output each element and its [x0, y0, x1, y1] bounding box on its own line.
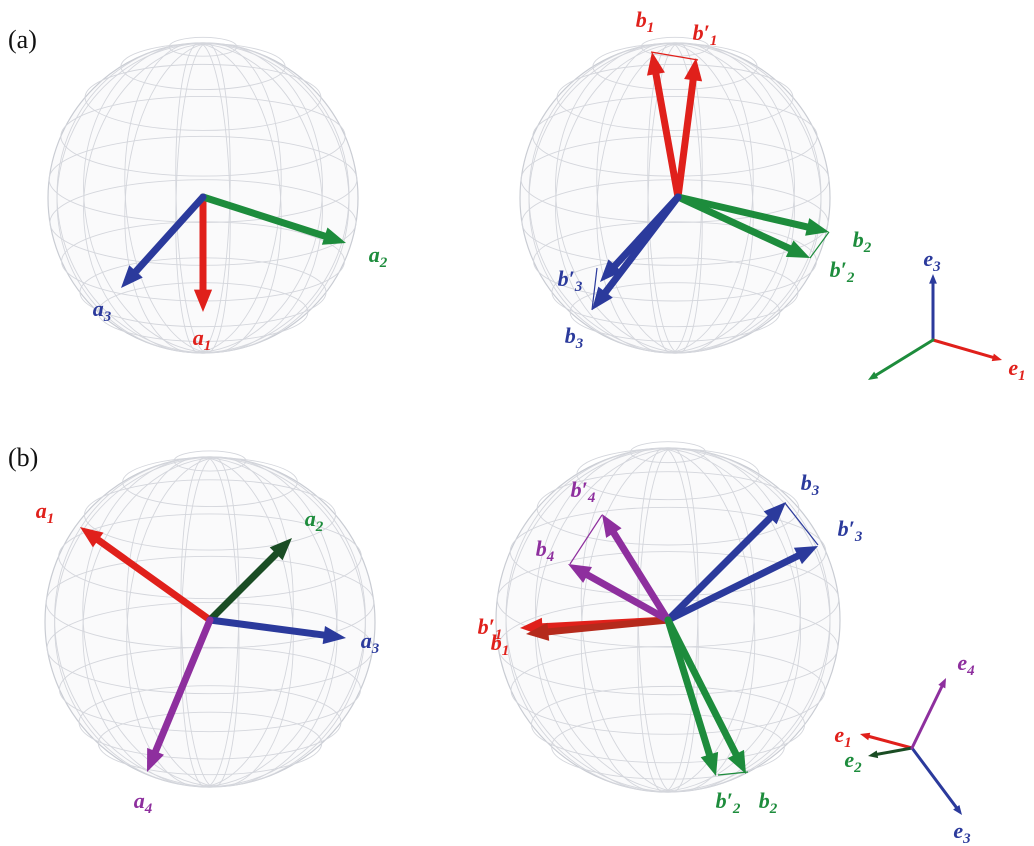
label-letter: e — [1008, 355, 1018, 380]
label-letter: a — [36, 498, 47, 523]
vector-label: a2 — [369, 242, 388, 271]
label-letter: b′ — [478, 614, 495, 639]
vector-label: b1 — [636, 7, 655, 36]
label-subscript: 3 — [932, 259, 941, 275]
label-subscript: 2 — [732, 801, 741, 817]
label-letter: a — [369, 242, 380, 267]
vector-label: e2 — [844, 747, 862, 776]
arrow-shaft — [877, 748, 912, 754]
label-subscript: 2 — [769, 801, 778, 817]
panel-tag: (a) — [8, 25, 37, 54]
vector-label: a3 — [361, 628, 380, 657]
label-letter: b — [853, 227, 864, 252]
vector-label: b′2 — [830, 257, 855, 286]
label-letter: e — [834, 722, 844, 747]
vector-label: e1 — [1008, 355, 1025, 384]
label-subscript: 3 — [962, 831, 971, 846]
label-subscript: 2 — [863, 240, 872, 256]
arrow-shaft — [933, 340, 993, 357]
label-subscript: 4 — [144, 801, 153, 817]
label-letter: b′ — [558, 266, 575, 291]
vector-label: e3 — [923, 246, 941, 275]
vector-label: b′2 — [716, 788, 741, 817]
label-letter: b′ — [693, 20, 710, 45]
label-subscript: 1 — [47, 511, 55, 527]
label-letter: b′ — [838, 516, 855, 541]
label-subscript: 1 — [502, 643, 510, 659]
label-subscript: 2 — [853, 760, 862, 776]
vector-label: e3 — [953, 818, 971, 846]
label-subscript: 2 — [315, 519, 324, 535]
panel-tag: (b) — [8, 443, 38, 472]
label-subscript: 3 — [575, 336, 584, 352]
label-letter: e — [923, 246, 933, 271]
label-letter: a — [134, 788, 145, 813]
label-subscript: 1 — [647, 20, 655, 36]
label-letter: b′ — [716, 788, 733, 813]
label-letter: e — [957, 650, 967, 675]
label-letter: e — [953, 818, 963, 843]
label-subscript: 2 — [379, 255, 388, 271]
vector-label: b3 — [801, 470, 820, 499]
vector-label: b′1 — [693, 20, 718, 49]
arrow-head — [860, 733, 870, 741]
arrow-head — [938, 678, 946, 688]
arrow-head — [929, 274, 937, 284]
label-subscript: 1 — [710, 33, 718, 49]
label-subscript: 3 — [811, 483, 820, 499]
label-letter: b — [636, 7, 647, 32]
arrow-shaft — [876, 340, 933, 375]
arrow-shaft — [912, 687, 942, 748]
label-letter: a — [193, 325, 204, 350]
label-subscript: 3 — [371, 641, 380, 657]
label-letter: e — [844, 747, 854, 772]
label-subscript: 1 — [1018, 368, 1026, 384]
figure: (a) (b) χ a1a2a3b1b′1b2b′2b3b′3e1e3a1a2a… — [0, 0, 1034, 846]
arrow-shaft — [912, 748, 956, 807]
vector-label: a1 — [36, 498, 55, 527]
label-letter: b — [565, 323, 576, 348]
arrow-head — [992, 354, 1002, 361]
label-subscript: 2 — [846, 270, 855, 286]
label-subscript: 4 — [546, 549, 555, 565]
label-subscript: 3 — [854, 529, 863, 545]
label-letter: a — [93, 296, 104, 321]
vector-label: b′3 — [838, 516, 863, 545]
label-subscript: 3 — [574, 279, 583, 295]
label-subscript: 4 — [966, 663, 975, 679]
label-letter: a — [305, 506, 316, 531]
label-subscript: 1 — [204, 338, 212, 354]
arrow-head — [868, 750, 878, 758]
vector-label: b2 — [759, 788, 778, 817]
label-letter: a — [361, 628, 372, 653]
label-subscript: 3 — [103, 309, 112, 325]
vector-label: e4 — [957, 650, 975, 679]
label-letter: b′ — [571, 477, 588, 502]
vector-label: b3 — [565, 323, 584, 352]
label-letter: b — [536, 536, 547, 561]
label-letter: b′ — [830, 257, 847, 282]
vector-label: a4 — [134, 788, 153, 817]
vector-label: b2 — [853, 227, 872, 256]
label-subscript: 1 — [495, 627, 503, 643]
label-subscript: 4 — [587, 490, 596, 506]
arrow-shaft — [869, 736, 912, 748]
label-letter: b — [759, 788, 770, 813]
label-letter: b — [801, 470, 812, 495]
